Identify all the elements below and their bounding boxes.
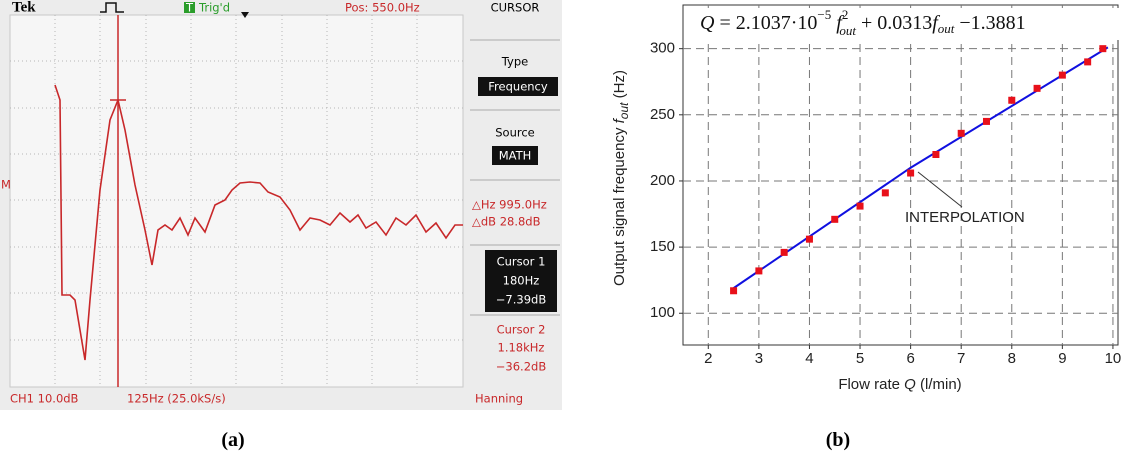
trigger-status: Trig'd [198, 1, 230, 15]
channel: CH1 10.0dB [10, 392, 79, 406]
y-tick-label: 250 [650, 106, 675, 123]
position: Pos: 550.0Hz [345, 1, 420, 15]
trigger-badge: T [185, 1, 194, 15]
cursor1-label: Cursor 1 [497, 255, 546, 269]
y-label-part: out [617, 102, 631, 119]
title-part: + 0.0313 [856, 12, 932, 34]
data-point [1099, 45, 1106, 52]
delta-hz: △Hz 995.0Hz [472, 198, 547, 212]
data-point [1034, 85, 1041, 92]
window: Hanning [475, 392, 523, 406]
data-point [1084, 58, 1091, 65]
data-point [932, 151, 939, 158]
x-tick-label: 4 [805, 350, 813, 367]
caption-b: (b) [826, 429, 850, 451]
cursor1-level: −7.39dB [496, 293, 547, 307]
title-part: 2 [842, 7, 849, 22]
cursor2-label: Cursor 2 [497, 323, 546, 337]
menu-title: CURSOR [491, 1, 540, 15]
caption-b-text: (b) [826, 429, 850, 451]
x-label-part: Q [904, 376, 916, 393]
type-label: Type [501, 55, 528, 69]
delta-db: △dB 28.8dB [472, 215, 541, 229]
cursor1-frequency: 180Hz [503, 274, 540, 288]
data-point [1008, 97, 1015, 104]
x-tick-label: 6 [906, 350, 914, 367]
source-value: MATH [499, 149, 532, 163]
x-tick-label: 10 [1105, 350, 1122, 367]
y-tick-label: 150 [650, 238, 675, 255]
x-label-part: (l/min) [916, 376, 962, 393]
y-tick-label: 200 [650, 172, 675, 189]
x-tick-label: 5 [856, 350, 864, 367]
caption-a-text: (a) [221, 429, 244, 451]
title-part: −5 [817, 7, 831, 22]
oscilloscope: Tek T Trig'd Pos: 550.0Hz CURSOR M Type … [0, 0, 562, 410]
y-tick-label: 300 [650, 40, 675, 57]
x-label-part: Flow rate [838, 376, 904, 393]
type-value: Frequency [488, 80, 548, 94]
annotation: INTERPOLATION [905, 209, 1025, 226]
cursor2-frequency: 1.18kHz [498, 341, 545, 355]
data-point [882, 189, 889, 196]
figure: Tek T Trig'd Pos: 550.0Hz CURSOR M Type … [0, 0, 1125, 457]
x-axis-label: Flow rate Q (l/min) [838, 376, 961, 393]
cursor2-level: −36.2dB [496, 360, 547, 374]
title-part: = 2.1037·10 [714, 12, 817, 34]
y-tick-label: 100 [650, 304, 675, 321]
caption-a: (a) [221, 429, 244, 451]
data-point [1059, 72, 1066, 79]
x-tick-label: 8 [1008, 350, 1016, 367]
y-label-part: Output signal frequency [611, 123, 628, 286]
y-label-part: (Hz) [611, 70, 628, 103]
title-part: out [938, 21, 955, 36]
data-point [857, 203, 864, 210]
scale: 125Hz (25.0kS/s) [127, 392, 226, 406]
data-point [730, 287, 737, 294]
y-axis-label: Output signal frequency fout (Hz) [611, 70, 631, 286]
x-tick-label: 3 [755, 350, 763, 367]
x-tick-label: 2 [704, 350, 712, 367]
fit-line [734, 47, 1108, 288]
data-point [831, 216, 838, 223]
data-point [781, 249, 788, 256]
brand: Tek [12, 0, 36, 15]
x-tick-label: 7 [957, 350, 965, 367]
data-point [806, 236, 813, 243]
source-label: Source [495, 126, 535, 140]
title-part: −1.3881 [954, 12, 1025, 34]
data-point [907, 170, 914, 177]
annotation-leader [918, 172, 962, 207]
title-part: Q [700, 12, 715, 34]
math-marker: M [1, 178, 11, 192]
data-point [983, 118, 990, 125]
title-part: out [839, 23, 856, 38]
data-point [755, 267, 762, 274]
x-tick-label: 9 [1058, 350, 1066, 367]
data-point [958, 130, 965, 137]
